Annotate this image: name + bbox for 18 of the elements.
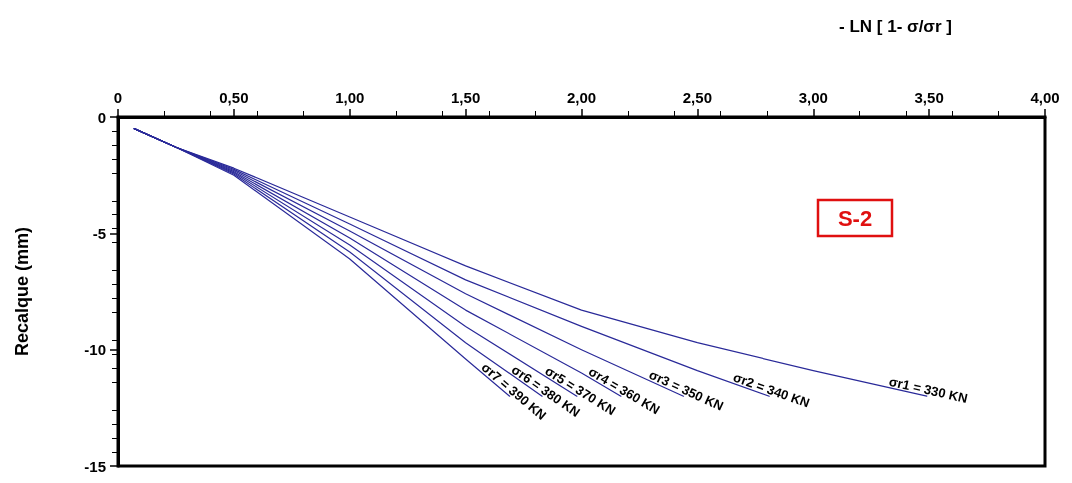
- x-tick-label: 2,00: [566, 89, 597, 106]
- y-tick-label: 0: [97, 108, 106, 126]
- x-tick-label: 3,00: [798, 89, 828, 106]
- x-tick-label: 1,50: [451, 89, 481, 106]
- y-tick-label: -5: [92, 224, 106, 242]
- x-tick-label: 2,50: [682, 89, 712, 106]
- x-axis-title: - LN [ 1- σ/σr ]: [839, 17, 953, 36]
- x-tick-label: 4,00: [1030, 89, 1060, 106]
- y-axis-title: Recalque (mm): [12, 226, 32, 357]
- text: σr2 = 340 KN: [731, 369, 812, 411]
- y-tick-label: -15: [84, 457, 106, 475]
- text: σr1 = 330 KN: [887, 373, 969, 406]
- x-tick-label: 3,50: [914, 89, 944, 106]
- x-tick-label: 1,00: [335, 89, 365, 106]
- y-tick-label: -10: [84, 341, 106, 359]
- x-tick-label: 0,50: [219, 89, 249, 106]
- x-tick-label: 0: [113, 89, 123, 106]
- annotation: S-2: [837, 205, 873, 231]
